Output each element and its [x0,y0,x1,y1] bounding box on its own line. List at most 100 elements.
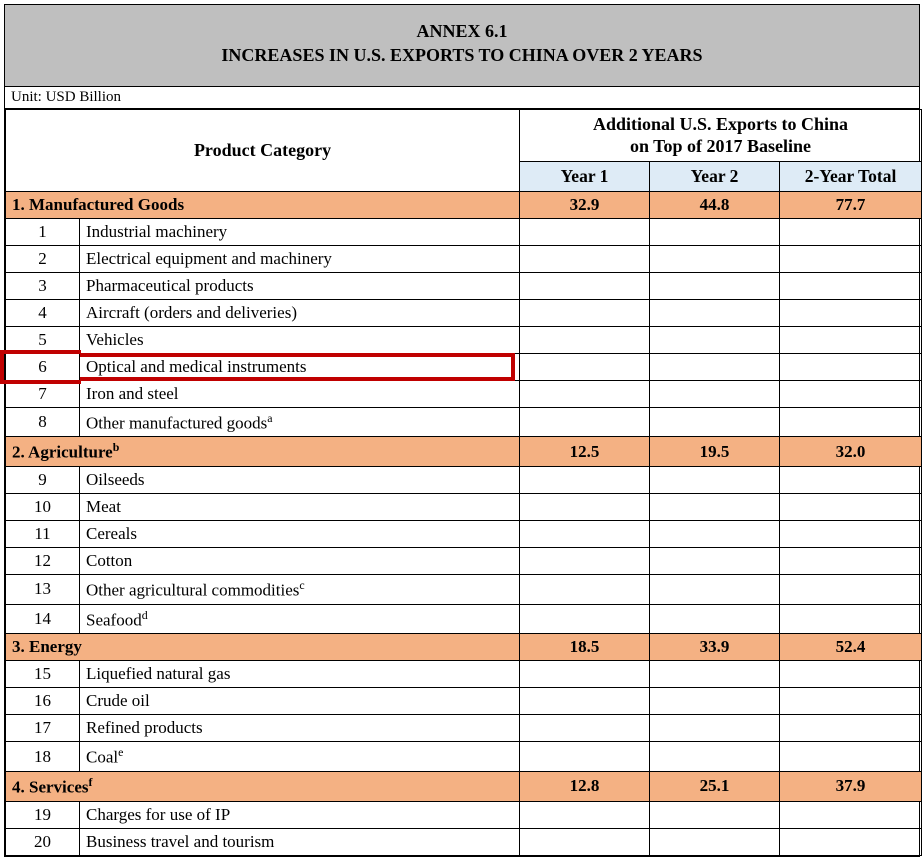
table-row: 4Aircraft (orders and deliveries) [6,299,922,326]
row-empty-value [650,604,780,634]
highlight-box [80,353,515,381]
row-empty-value [520,493,650,520]
table-row: 7Iron and steel [6,380,922,407]
row-index: 20 [6,828,80,855]
section-row: 1. Manufactured Goods32.944.877.7 [6,191,922,218]
row-name: Other manufactured goodsa [80,407,520,437]
row-empty-value [780,218,922,245]
row-empty-value [780,353,922,380]
table-row: 5Vehicles [6,326,922,353]
table-row: 13Other agricultural commoditiesc [6,574,922,604]
col-head-year2: Year 2 [650,161,780,191]
row-empty-value [780,801,922,828]
row-empty-value [520,661,650,688]
table-row: 8Other manufactured goodsa [6,407,922,437]
row-name: Other agricultural commoditiesc [80,574,520,604]
section-year1: 18.5 [520,634,650,661]
row-index: 19 [6,801,80,828]
row-empty-value [520,245,650,272]
section-label: 3. Energy [6,634,520,661]
section-year1: 12.8 [520,771,650,801]
row-name: Industrial machinery [80,218,520,245]
row-empty-value [520,547,650,574]
row-empty-value [520,828,650,855]
row-empty-value [520,218,650,245]
row-empty-value [650,520,780,547]
row-empty-value [650,493,780,520]
row-empty-value [520,299,650,326]
row-empty-value [520,380,650,407]
table-row: 16Crude oil [6,688,922,715]
row-empty-value [780,574,922,604]
col-head-product-category: Product Category [6,109,520,191]
row-empty-value [520,801,650,828]
col-head-year1: Year 1 [520,161,650,191]
document-frame: ANNEX 6.1 INCREASES IN U.S. EXPORTS TO C… [4,4,920,857]
row-empty-value [780,742,922,772]
row-index: 7 [6,380,80,407]
section-year2: 19.5 [650,437,780,467]
table-row: 9Oilseeds [6,466,922,493]
row-empty-value [780,828,922,855]
row-empty-value [520,326,650,353]
row-empty-value [780,688,922,715]
table-row: 15Liquefied natural gas [6,661,922,688]
row-empty-value [520,574,650,604]
row-empty-value [650,299,780,326]
row-index: 13 [6,574,80,604]
row-empty-value [780,272,922,299]
section-label: 2. Agricultureb [6,437,520,467]
row-empty-value [780,604,922,634]
section-total: 37.9 [780,771,922,801]
section-year2: 33.9 [650,634,780,661]
table-row: 17Refined products [6,715,922,742]
row-empty-value [520,466,650,493]
row-index: 16 [6,688,80,715]
table-row: 3Pharmaceutical products [6,272,922,299]
col-head-total: 2-Year Total [780,161,922,191]
section-year1: 12.5 [520,437,650,467]
document-header: ANNEX 6.1 INCREASES IN U.S. EXPORTS TO C… [5,5,919,87]
row-empty-value [650,466,780,493]
table-row: 18Coale [6,742,922,772]
row-empty-value [780,466,922,493]
row-name: Charges for use of IP [80,801,520,828]
section-label: 1. Manufactured Goods [6,191,520,218]
row-empty-value [650,574,780,604]
col-head-additional-exports: Additional U.S. Exports to Chinaon Top o… [520,109,922,161]
table-row: 6Optical and medical instruments [6,353,922,380]
annex-label: ANNEX 6.1 [13,19,911,43]
row-empty-value [780,715,922,742]
row-empty-value [650,407,780,437]
row-index: 14 [6,604,80,634]
table-row: 1Industrial machinery [6,218,922,245]
row-empty-value [520,353,650,380]
section-year1: 32.9 [520,191,650,218]
row-empty-value [650,272,780,299]
row-empty-value [650,218,780,245]
row-empty-value [650,661,780,688]
row-empty-value [650,245,780,272]
row-name: Oilseeds [80,466,520,493]
section-row: 2. Agricultureb12.519.532.0 [6,437,922,467]
row-name: Vehicles [80,326,520,353]
row-empty-value [520,604,650,634]
row-empty-value [520,715,650,742]
row-name: Cotton [80,547,520,574]
row-empty-value [780,299,922,326]
row-empty-value [650,688,780,715]
row-index: 3 [6,272,80,299]
section-row: 4. Servicesf12.825.137.9 [6,771,922,801]
row-name: Meat [80,493,520,520]
section-year2: 25.1 [650,771,780,801]
row-empty-value [650,801,780,828]
row-name: Electrical equipment and machinery [80,245,520,272]
row-index: 1 [6,218,80,245]
row-name: Pharmaceutical products [80,272,520,299]
row-empty-value [650,380,780,407]
row-index: 6 [6,353,80,380]
section-year2: 44.8 [650,191,780,218]
table-row: 11Cereals [6,520,922,547]
row-index: 2 [6,245,80,272]
row-empty-value [650,326,780,353]
